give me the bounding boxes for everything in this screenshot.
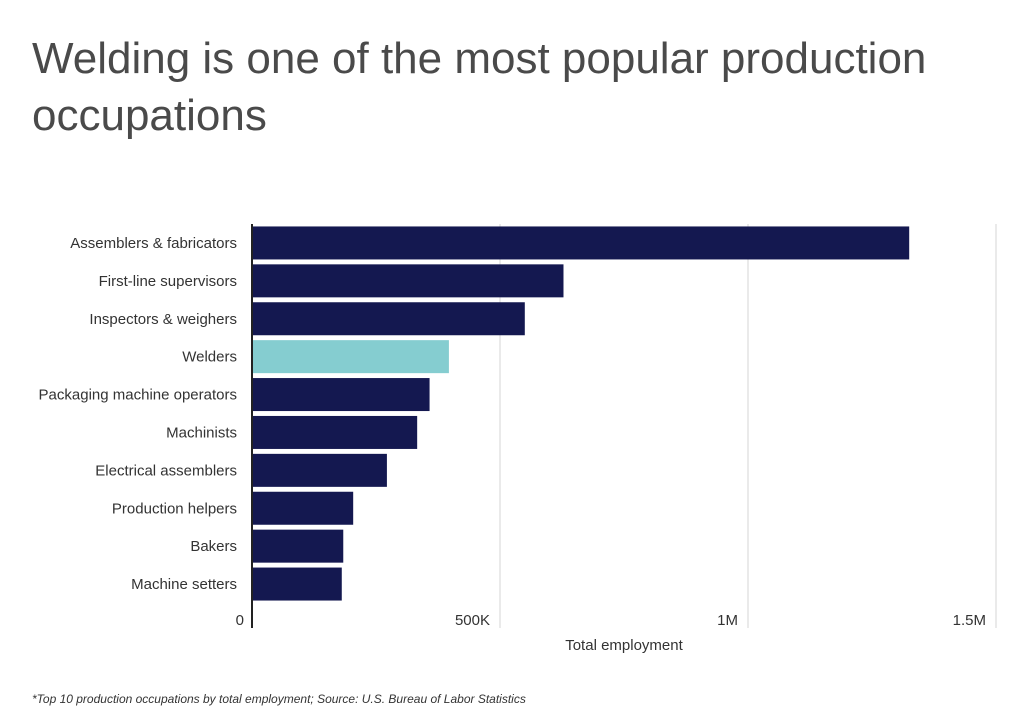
bar [252,415,418,449]
bar [252,226,910,260]
category-label: Inspectors & weighers [89,311,237,328]
grid-lines [499,224,997,628]
category-label: First-line supervisors [99,273,237,290]
x-tick-label: 1M [717,612,738,629]
category-label: Welders [182,349,237,366]
category-label: Packaging machine operators [39,387,237,404]
x-tick-label: 500K [455,612,490,629]
category-label: Bakers [190,538,237,555]
category-label: Assemblers & fabricators [70,235,237,252]
bar [252,529,344,563]
bar [252,567,342,601]
bar [252,340,449,374]
bar [252,378,430,412]
category-label: Machine setters [131,576,237,593]
x-tick-labels: 0 500K 1M 1.5M [236,612,986,629]
category-label: Production helpers [112,500,237,517]
category-label: Machinists [166,424,237,441]
x-tick-label: 1.5M [953,612,986,629]
x-tick-label: 0 [236,612,244,629]
category-labels: Assemblers & fabricators First-line super… [39,235,237,593]
bar [252,264,564,298]
bars [252,226,910,601]
chart-title: Welding is one of the most popular produ… [32,34,927,140]
bar [252,453,387,487]
bar [252,491,354,525]
x-axis-label: Total employment [565,637,683,654]
footnote: *Top 10 production occupations by total … [32,692,526,706]
category-label: Electrical assemblers [95,462,237,479]
bar [252,302,525,336]
